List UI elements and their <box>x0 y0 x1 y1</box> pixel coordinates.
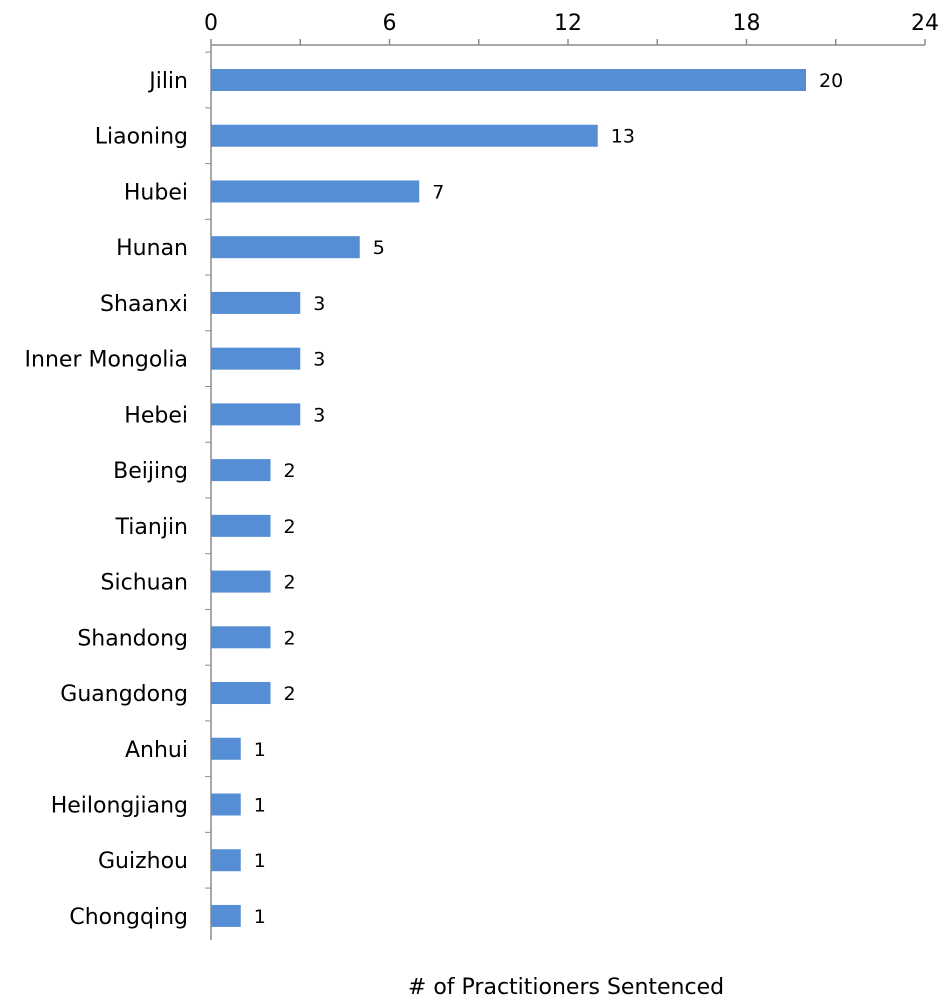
bar <box>211 459 271 482</box>
category-label: Sichuan <box>101 571 188 596</box>
bar <box>211 291 301 314</box>
x-tick-label: 0 <box>204 11 218 36</box>
bar <box>211 403 301 426</box>
data-label: 1 <box>254 850 266 872</box>
category-label: Anhui <box>125 738 188 763</box>
data-label: 2 <box>284 572 296 594</box>
bar <box>211 904 241 927</box>
bars <box>211 69 806 927</box>
category-label: Liaoning <box>95 125 188 150</box>
data-label: 2 <box>284 460 296 482</box>
bar <box>211 570 271 593</box>
category-label: Shandong <box>77 626 188 651</box>
x-axis-title: # of Practitioners Sentenced <box>408 975 724 1000</box>
bar <box>211 347 301 370</box>
bar <box>211 69 806 91</box>
bar <box>211 737 241 760</box>
category-label: Tianjin <box>115 515 188 540</box>
bar <box>211 124 598 147</box>
x-tick-label: 12 <box>554 11 582 36</box>
category-label: Hunan <box>116 236 188 261</box>
data-label: 2 <box>284 516 296 538</box>
data-labels: 20 13 7 5 3 3 3 2 2 2 2 2 1 1 1 1 <box>254 70 843 928</box>
x-axis: 0 6 12 18 24 <box>204 11 939 940</box>
category-label: Beijing <box>113 459 188 484</box>
data-label: 3 <box>313 404 325 426</box>
data-label: 1 <box>254 739 266 761</box>
category-label: Inner Mongolia <box>25 348 188 373</box>
data-label: 7 <box>432 181 444 203</box>
category-label: Hebei <box>124 403 188 428</box>
data-label: 1 <box>254 794 266 816</box>
category-label: Guizhou <box>98 849 188 874</box>
data-label: 20 <box>819 70 843 92</box>
bar <box>211 236 360 259</box>
data-label: 5 <box>373 237 385 259</box>
category-label: Hubei <box>124 180 188 205</box>
data-label: 13 <box>611 126 635 148</box>
category-label: Guangdong <box>60 682 188 707</box>
x-tick-label: 6 <box>383 11 397 36</box>
bar <box>211 514 271 537</box>
data-label: 1 <box>254 906 266 928</box>
category-label: Heilongjiang <box>51 793 188 818</box>
x-tick-label: 24 <box>911 11 939 36</box>
category-label: Shaanxi <box>100 292 188 317</box>
bar <box>211 793 241 816</box>
bar <box>211 180 420 203</box>
x-tick-label: 18 <box>733 11 761 36</box>
data-label: 3 <box>313 293 325 315</box>
bar <box>211 682 271 705</box>
bar <box>211 626 271 649</box>
category-labels: Jilin Liaoning Hubei Hunan Shaanxi Inner Mong… <box>25 69 188 930</box>
category-label: Jilin <box>147 69 188 94</box>
data-label: 2 <box>284 627 296 649</box>
data-label: 2 <box>284 683 296 705</box>
category-label: Chongqing <box>69 905 188 930</box>
bar <box>211 849 241 872</box>
data-label: 3 <box>313 349 325 371</box>
